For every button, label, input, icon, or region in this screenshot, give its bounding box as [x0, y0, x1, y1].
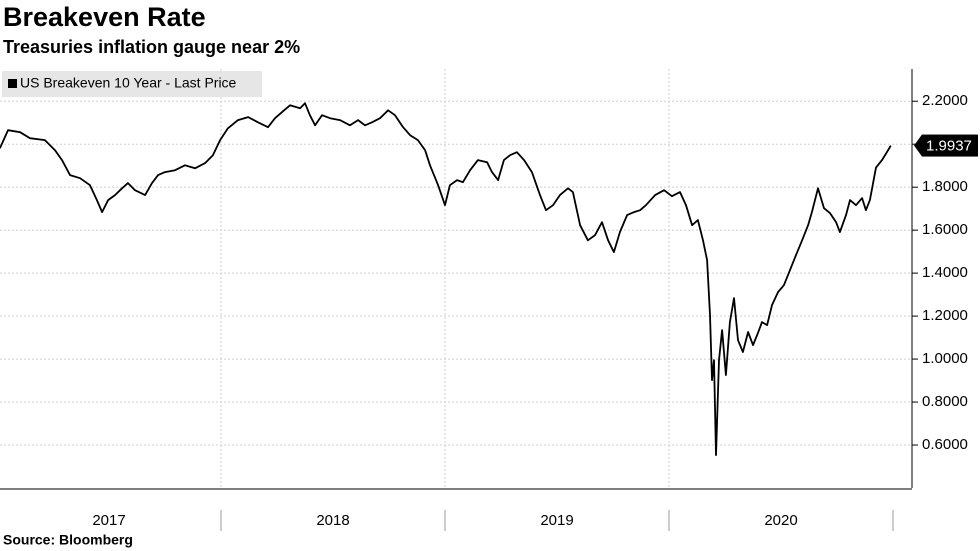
legend-box — [2, 71, 262, 97]
x-tick-label: 2018 — [316, 512, 349, 529]
data-line — [0, 102, 892, 456]
last-price-marker: 1.9937 — [914, 134, 978, 157]
source: Source: Bloomberg — [3, 532, 133, 548]
y-tick-label: 1.8000 — [922, 178, 968, 195]
y-tick-label: 1.2000 — [922, 307, 968, 324]
y-tick-label: 1.0000 — [922, 350, 968, 367]
last-price-pointer — [914, 134, 922, 157]
last-price-box — [922, 134, 978, 157]
x-tick-label: 2020 — [764, 512, 797, 529]
y-tick-label: 2.2000 — [922, 92, 968, 109]
legend-swatch — [8, 79, 17, 88]
y-tick-label: 0.8000 — [922, 393, 968, 410]
x-tick-label: 2019 — [540, 512, 573, 529]
y-tick-label: 1.6000 — [922, 221, 968, 238]
y-tick-label: 0.6000 — [922, 436, 968, 453]
y-tick-label: 1.4000 — [922, 264, 968, 281]
chart-subtitle: Treasuries inflation gauge near 2% — [3, 37, 300, 57]
legend: US Breakeven 10 Year - Last Price — [2, 71, 262, 97]
last-price-label: 1.9937 — [926, 138, 972, 155]
chart-title: Breakeven Rate — [3, 2, 206, 32]
x-tick-label: 2017 — [92, 512, 125, 529]
legend-label: US Breakeven 10 Year - Last Price — [20, 75, 237, 91]
plot-area: 0.6000 0.8000 1.0000 1.2000 1.4000 1.6000 1.80… — [0, 69, 978, 531]
